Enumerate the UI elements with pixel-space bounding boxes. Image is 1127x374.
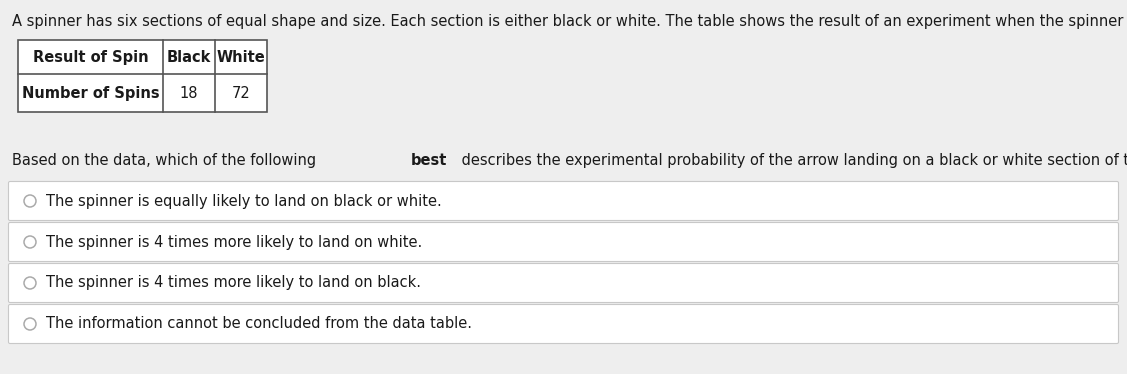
FancyBboxPatch shape	[9, 304, 1118, 343]
FancyBboxPatch shape	[9, 223, 1118, 261]
Text: Based on the data, which of the following: Based on the data, which of the followin…	[12, 153, 321, 168]
Text: Number of Spins: Number of Spins	[21, 86, 159, 101]
FancyBboxPatch shape	[9, 264, 1118, 303]
Text: The spinner is 4 times more likely to land on black.: The spinner is 4 times more likely to la…	[46, 276, 421, 291]
Text: The spinner is equally likely to land on black or white.: The spinner is equally likely to land on…	[46, 193, 442, 208]
Text: Black: Black	[167, 49, 211, 64]
FancyBboxPatch shape	[9, 181, 1118, 221]
Text: White: White	[216, 49, 265, 64]
Bar	[18, 40, 267, 112]
Text: The spinner is 4 times more likely to land on white.: The spinner is 4 times more likely to la…	[46, 234, 423, 249]
Text: Result of Spin: Result of Spin	[33, 49, 149, 64]
Text: 18: 18	[179, 86, 198, 101]
Text: describes the experimental probability of the arrow landing on a black or white : describes the experimental probability o…	[458, 153, 1127, 168]
Text: 72: 72	[232, 86, 250, 101]
Text: The information cannot be concluded from the data table.: The information cannot be concluded from…	[46, 316, 472, 331]
Text: best: best	[410, 153, 446, 168]
Text: A spinner has six sections of equal shape and size. Each section is either black: A spinner has six sections of equal shap…	[12, 14, 1127, 29]
